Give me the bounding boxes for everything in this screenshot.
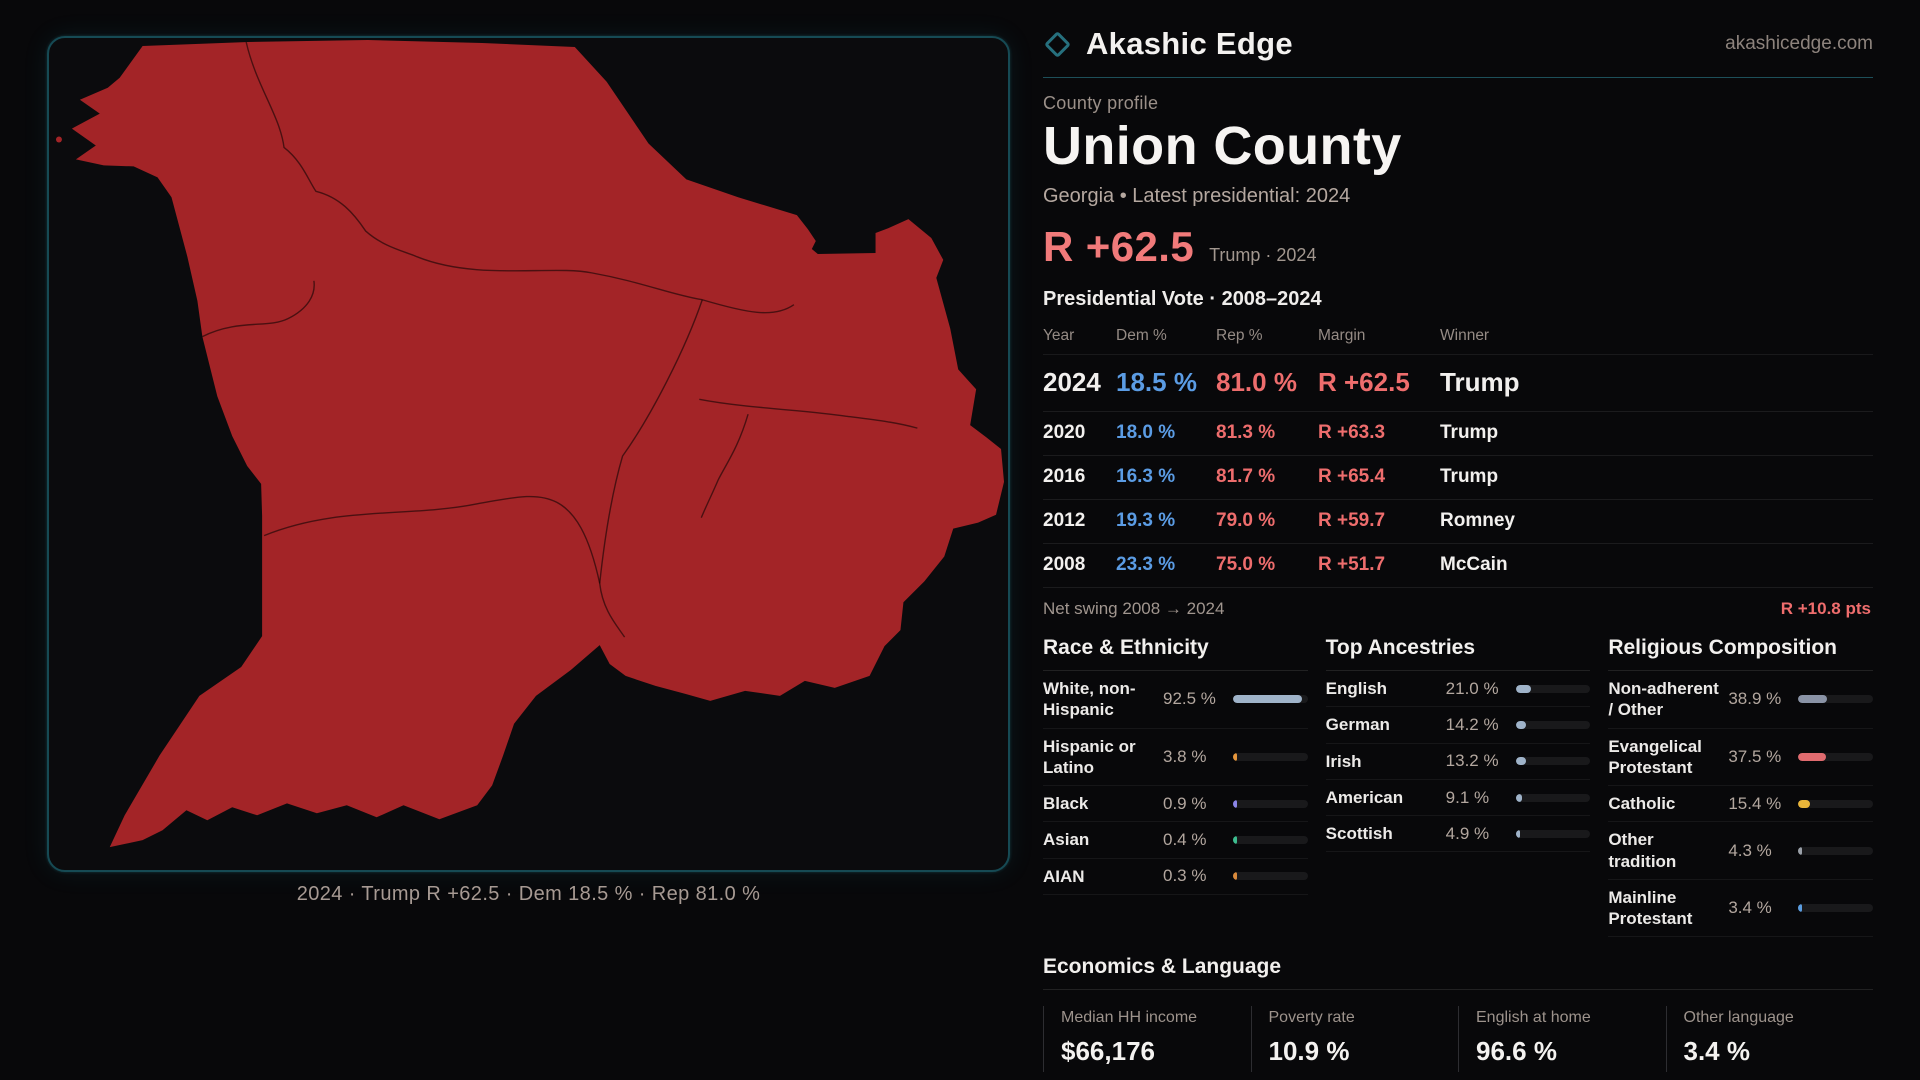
page-title: Union County xyxy=(1043,116,1402,176)
stat-row: Scottish 4.9 % xyxy=(1325,816,1591,853)
bar-track xyxy=(1233,872,1308,881)
col-dem: Dem % xyxy=(1116,327,1167,345)
bar-track xyxy=(1798,799,1873,808)
bar-track xyxy=(1233,752,1308,761)
brand-diamond-icon xyxy=(1044,30,1071,58)
stat-row: English 21.0 % xyxy=(1325,671,1591,708)
stat-row: White, non-Hispanic 92.5 % xyxy=(1043,671,1308,729)
precinct-boundaries xyxy=(202,41,918,638)
header: Akashic Edge akashicedge.com xyxy=(1043,26,1873,78)
stat-row: Non-adherent / Other 38.9 % xyxy=(1608,671,1873,729)
bar-fill xyxy=(1233,752,1237,761)
table-row: 2016 16.3 % 81.7 % R +65.4 Trump xyxy=(1043,456,1873,501)
stat-row: Other tradition 4.3 % xyxy=(1608,822,1873,880)
bar-fill xyxy=(1798,695,1828,704)
bar-track xyxy=(1515,684,1591,693)
results-table: Year Dem % Rep % Margin Winner 2024 18.5… xyxy=(1043,321,1873,589)
table-row: 2020 18.0 % 81.3 % R +63.3 Trump xyxy=(1043,412,1873,457)
stat-cell: Poverty rate 10.9 % xyxy=(1250,1006,1459,1073)
economics-section: Economics & Language Median HH income $6… xyxy=(1043,955,1874,1073)
bar-fill xyxy=(1233,695,1303,704)
col-year: Year xyxy=(1043,327,1075,345)
state-subtitle: Georgia • Latest presidential: 2024 xyxy=(1043,185,1351,208)
stat-row: Catholic 15.4 % xyxy=(1608,786,1873,823)
table-row: 2024 18.5 % 81.0 % R +62.5 Trump xyxy=(1043,355,1873,413)
brand-name: Akashic Edge xyxy=(1086,26,1293,61)
net-swing-value: R +10.8 pts xyxy=(1780,599,1871,619)
race-ethnicity-column: Race & Ethnicity White, non-Hispanic 92.… xyxy=(1043,632,1308,937)
bar-track xyxy=(1515,829,1591,838)
headline-margin-note: Trump · 2024 xyxy=(1209,245,1317,266)
profile-panel: Akashic Edge akashicedge.com County prof… xyxy=(1043,26,1873,1080)
bar-track xyxy=(1515,757,1591,766)
bar-fill xyxy=(1515,793,1523,802)
results-heading: Presidential Vote · 2008–2024 xyxy=(1043,288,1322,311)
net-swing-row: Net swing 2008 → 2024 R +10.8 pts xyxy=(1043,588,1873,628)
county-map-panel xyxy=(47,36,1010,872)
demographics-section: Race & Ethnicity White, non-Hispanic 92.… xyxy=(1043,632,1873,938)
stat-cell: Median HH income $66,176 xyxy=(1043,1006,1251,1073)
bar-fill xyxy=(1798,752,1827,761)
stat-row: Black 0.9 % xyxy=(1043,786,1308,823)
bar-fill xyxy=(1233,836,1237,845)
map-caption: 2024 · Trump R +62.5 · Dem 18.5 % · Rep … xyxy=(296,883,761,905)
economics-stats: Median HH income $66,176 Poverty rate 10… xyxy=(1043,1006,1874,1073)
bar-fill xyxy=(1233,799,1237,808)
section-title: Race & Ethnicity xyxy=(1043,632,1308,672)
bar-track xyxy=(1515,793,1591,802)
stat-row: Mainline Protestant 3.4 % xyxy=(1608,880,1873,938)
stat-cell: English at home 96.6 % xyxy=(1458,1006,1666,1073)
bar-fill xyxy=(1515,684,1532,693)
table-row: 2012 19.3 % 79.0 % R +59.7 Romney xyxy=(1043,500,1873,545)
map-fragment xyxy=(55,136,62,143)
stat-row: Hispanic or Latino 3.8 % xyxy=(1043,729,1308,787)
results-table-header: Year Dem % Rep % Margin Winner xyxy=(1043,321,1873,356)
stat-row: AIAN 0.3 % xyxy=(1043,859,1308,895)
bar-track xyxy=(1233,799,1308,808)
bar-track xyxy=(1798,752,1873,761)
bar-track xyxy=(1798,904,1873,913)
religion-column: Religious Composition Non-adherent / Oth… xyxy=(1608,632,1873,938)
bar-track xyxy=(1515,721,1591,730)
bar-fill xyxy=(1798,799,1810,808)
headline-margin: R +62.5 Trump · 2024 xyxy=(1043,223,1873,271)
bar-track xyxy=(1798,846,1873,855)
section-title: Top Ancestries xyxy=(1325,632,1591,672)
brand-domain-link[interactable]: akashicedge.com xyxy=(1725,33,1873,54)
county-shape xyxy=(55,39,1005,848)
col-winner: Winner xyxy=(1440,327,1490,345)
bar-track xyxy=(1233,836,1308,845)
headline-margin-value: R +62.5 xyxy=(1043,223,1195,271)
stat-row: Asian 0.4 % xyxy=(1043,822,1308,859)
section-title: Economics & Language xyxy=(1043,955,1873,991)
bar-fill xyxy=(1515,721,1527,730)
col-margin: Margin xyxy=(1318,327,1366,345)
stat-row: Irish 13.2 % xyxy=(1325,744,1591,780)
stat-row: German 14.2 % xyxy=(1325,707,1591,744)
net-swing-label: Net swing 2008 → 2024 xyxy=(1043,599,1225,619)
bar-fill xyxy=(1515,757,1526,766)
col-rep: Rep % xyxy=(1216,327,1263,345)
bar-track xyxy=(1798,695,1873,704)
bar-fill xyxy=(1798,846,1803,855)
bar-fill xyxy=(1798,904,1803,913)
bar-fill xyxy=(1233,872,1237,881)
bar-fill xyxy=(1515,829,1520,838)
stat-row: American 9.1 % xyxy=(1325,780,1591,817)
eyebrow-label: County profile xyxy=(1043,93,1159,113)
ancestries-column: Top Ancestries English 21.0 % German 14.… xyxy=(1325,632,1591,937)
county-map xyxy=(55,39,1005,848)
section-title: Religious Composition xyxy=(1608,632,1873,672)
bar-track xyxy=(1233,695,1308,704)
stat-cell: Other language 3.4 % xyxy=(1665,1006,1874,1073)
stat-row: Evangelical Protestant 37.5 % xyxy=(1608,729,1873,787)
table-row: 2008 23.3 % 75.0 % R +51.7 McCain xyxy=(1043,544,1873,589)
